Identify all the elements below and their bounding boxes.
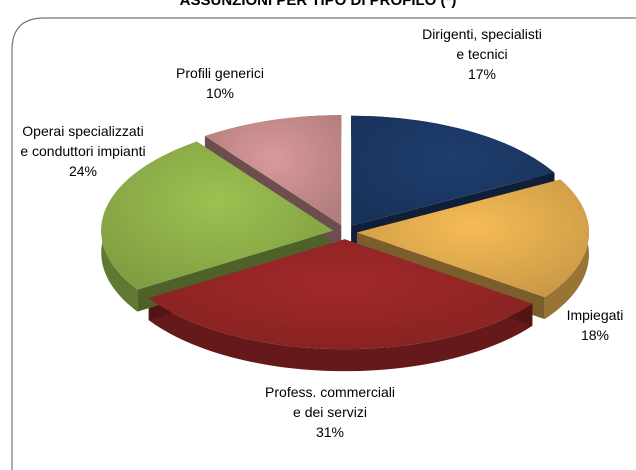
slice-label: Dirigenti, specialisti e tecnici 17%	[417, 24, 547, 84]
slice-label: Impiegati 18%	[530, 305, 636, 345]
slice-label: Profess. commerciali e dei servizi 31%	[265, 382, 395, 442]
category-label: Dirigenti, specialisti e tecnici	[422, 26, 542, 62]
category-label: Profili generici	[176, 65, 264, 81]
value-label: 31%	[315, 424, 345, 440]
chart-title: ASSUNZIONI PER TIPO DI PROFILO (*)	[179, 0, 457, 9]
slice-label: Operai specializzati e conduttori impian…	[18, 121, 148, 181]
value-label: 17%	[467, 66, 497, 82]
category-label: Impiegati	[566, 307, 624, 323]
category-label: Operai specializzati e conduttori impian…	[20, 123, 146, 159]
slice-side	[148, 298, 533, 372]
category-label: Profess. commerciali e dei servizi	[265, 384, 395, 420]
value-label: 24%	[68, 163, 98, 179]
slice	[101, 141, 334, 290]
value-label: 10%	[205, 85, 235, 101]
slice	[148, 239, 533, 350]
slice	[204, 115, 342, 226]
frame	[11, 17, 636, 470]
slice-label: Profili generici 10%	[155, 63, 285, 103]
slice-tops	[101, 115, 589, 350]
slice	[351, 115, 555, 226]
value-label: 18%	[580, 327, 610, 343]
slice	[356, 179, 589, 298]
